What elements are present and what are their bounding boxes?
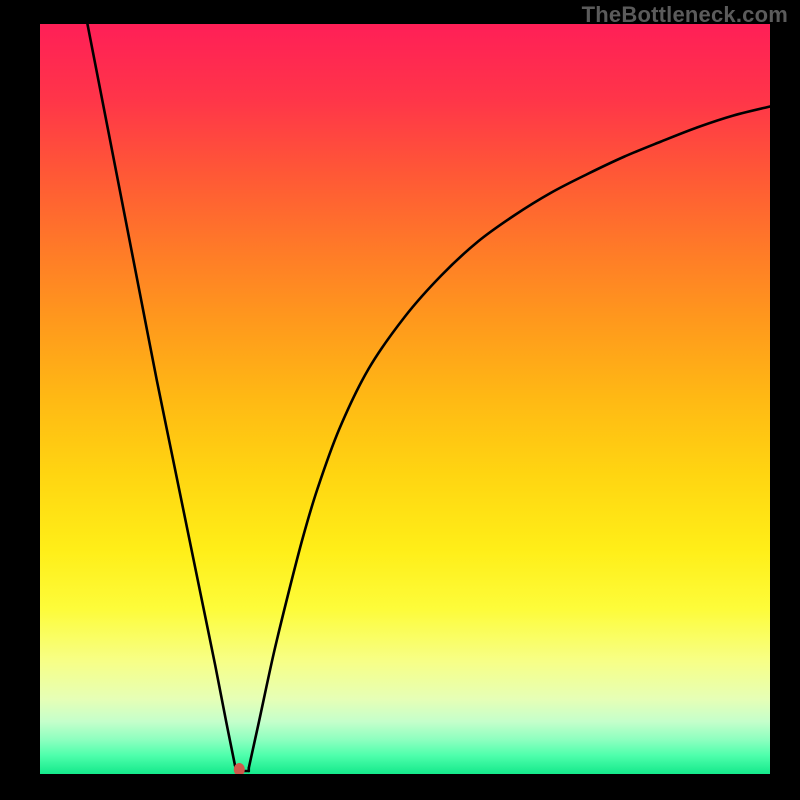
- frame-right: [770, 0, 800, 800]
- watermark-text: TheBottleneck.com: [582, 2, 788, 28]
- frame-bottom: [0, 774, 800, 800]
- chart-container: TheBottleneck.com: [0, 0, 800, 800]
- plot-background: [40, 24, 770, 774]
- frame-left: [0, 0, 40, 800]
- bottleneck-chart: [0, 0, 800, 800]
